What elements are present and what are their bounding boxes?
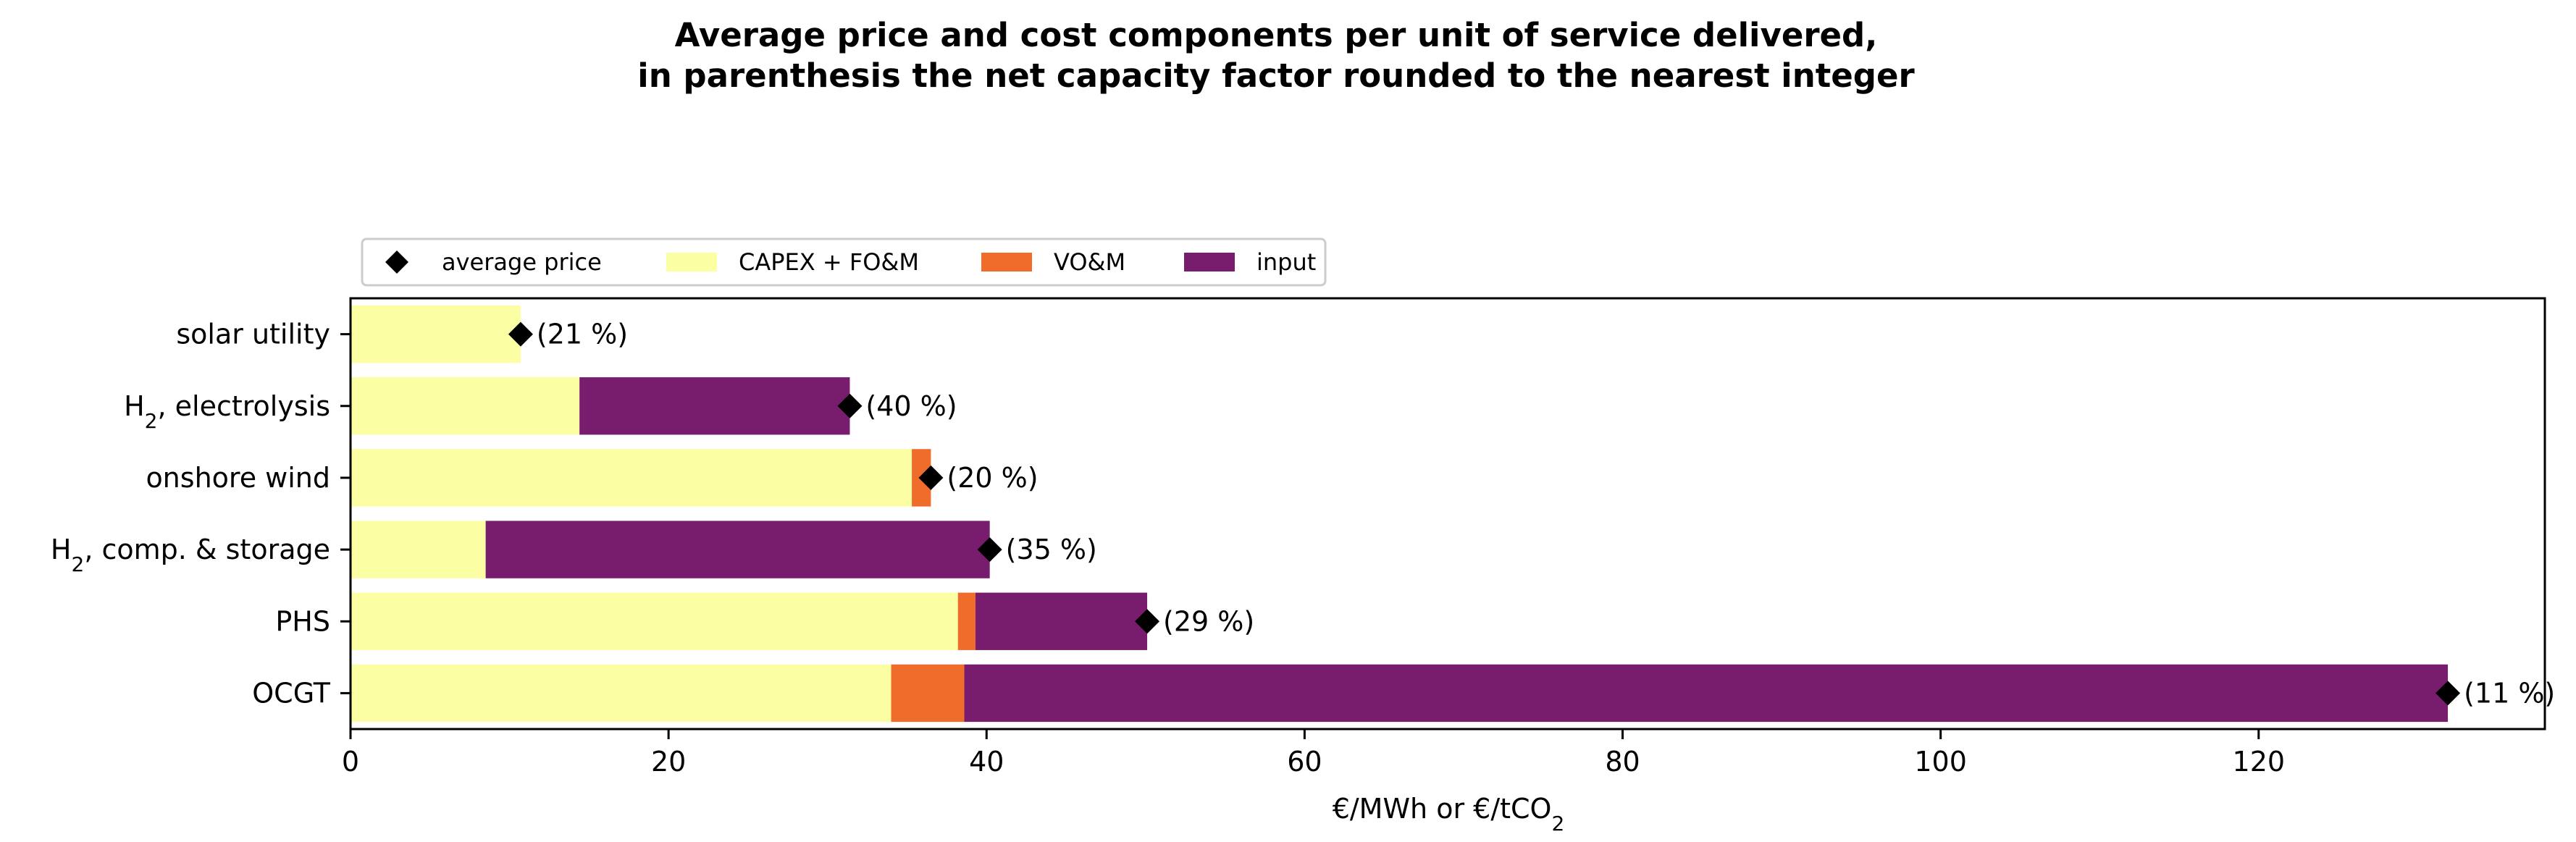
legend-swatch-1 (981, 253, 1032, 271)
capacity-factor-label-2: (20 %) (947, 462, 1038, 494)
average-price-marker-4 (1135, 609, 1160, 634)
y-tick-label-4: PHS (275, 605, 330, 637)
legend-frame (361, 237, 1327, 287)
capacity-factor-label-5: (11 %) (2464, 677, 2555, 709)
capacity-factor-label-1: (40 %) (865, 390, 957, 422)
chart-title: Average price and cost components per un… (637, 16, 1915, 95)
legend-marker-average-price (385, 251, 408, 274)
y-tick-label-5: OCGT (252, 677, 331, 709)
x-tick-label-3: 60 (1287, 746, 1322, 778)
bar-segment-5-1 (891, 664, 965, 723)
bar-segment-4-1 (957, 592, 976, 650)
capacity-factor-label-4: (29 %) (1163, 605, 1254, 637)
bar-segment-0-0 (351, 305, 521, 363)
average-price-marker-3 (977, 537, 1002, 563)
y-tick-label-2: onshore wind (146, 462, 330, 494)
plot-frame (349, 297, 2546, 731)
x-axis-label: €/MWh or €/tCO2 (1333, 793, 1565, 835)
legend-label-2: input (1256, 248, 1316, 276)
average-price-markers (508, 321, 2461, 706)
bar-segment-2-0 (351, 449, 912, 507)
bar-segment-5-2 (964, 664, 2449, 723)
average-price-marker-2 (918, 465, 944, 490)
legend-label-average-price: average price (442, 248, 602, 276)
x-tick-label-2: 40 (969, 746, 1004, 778)
x-tick-label-4: 80 (1605, 746, 1640, 778)
average-price-marker-0 (508, 321, 533, 347)
x-tick-label-0: 0 (342, 746, 359, 778)
legend-label-1: VO&M (1054, 248, 1125, 276)
y-tick-label-0: solar utility (176, 319, 330, 350)
capacity-factor-label-3: (35 %) (1006, 534, 1097, 565)
bar-segment-4-0 (351, 592, 958, 650)
chart-title-line-1: Average price and cost components per un… (675, 16, 1878, 54)
average-price-marker-1 (837, 393, 863, 418)
bar-segment-4-2 (975, 592, 1148, 650)
legend-swatch-0 (666, 253, 717, 271)
capacity-factor-labels: (21 %) (40 %) (20 %) (35 %) (29 %) (11 %) (537, 319, 2555, 710)
legend-swatch-2 (1184, 253, 1235, 271)
x-tick-label-6: 120 (2233, 746, 2286, 778)
chart-title-line-2: in parenthesis the net capacity factor r… (637, 56, 1915, 95)
y-tick-label-3: H2, comp. & storage (51, 534, 330, 576)
bar-segment-3-2 (485, 521, 990, 578)
x-tick-label-1: 20 (651, 746, 686, 778)
bar-segment-5-0 (351, 664, 891, 723)
average-price-marker-5 (2436, 681, 2461, 706)
y-axis: solar utility H2, electrolysis onshore win… (51, 319, 351, 709)
bar-segment-1-0 (351, 377, 580, 435)
bar-segment-1-2 (579, 377, 850, 435)
x-tick-label-5: 100 (1914, 746, 1967, 778)
capacity-factor-label-0: (21 %) (537, 319, 628, 350)
bars (351, 305, 2449, 723)
y-tick-label-1: H2, electrolysis (124, 390, 330, 433)
x-axis: 0 20 40 60 80 100 120 (342, 729, 2285, 778)
legend-label-0: CAPEX + FO&M (739, 248, 919, 276)
bar-segment-3-0 (351, 521, 486, 578)
legend: average price CAPEX + FO&M VO&M input (361, 237, 1327, 287)
